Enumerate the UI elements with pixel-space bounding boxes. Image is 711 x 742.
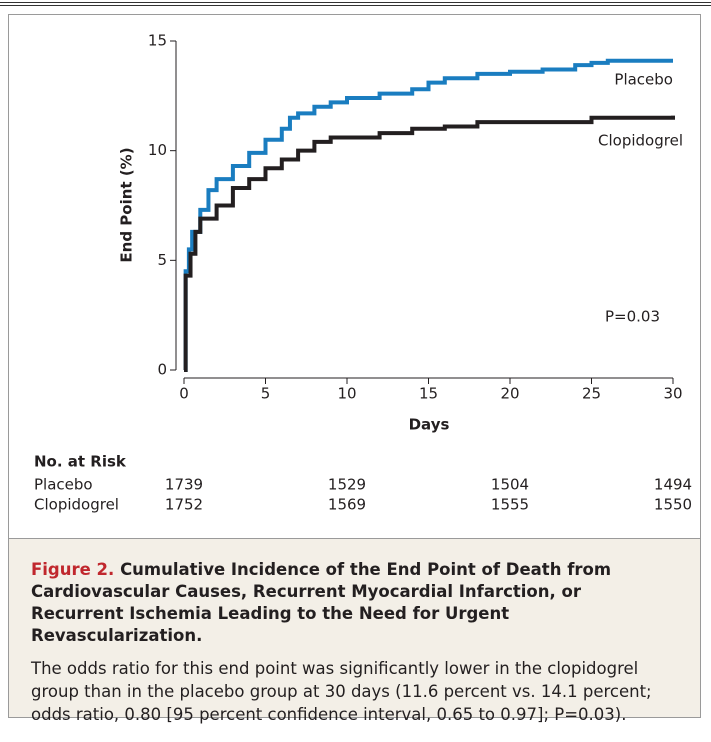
y-tick-label: 10 <box>148 141 167 159</box>
at-risk-row-name: Clopidogrel <box>34 496 119 514</box>
series-label: Placebo <box>614 71 673 89</box>
at-risk-value: 1569 <box>328 496 366 514</box>
at-risk-value: 1739 <box>165 476 203 494</box>
x-tick-label: 10 <box>337 385 356 403</box>
at-risk-title: No. at Risk <box>34 453 127 471</box>
y-tick-label: 5 <box>157 251 167 269</box>
y-tick-label: 0 <box>157 361 167 379</box>
caption-title: Cumulative Incidence of the End Point of… <box>31 560 612 645</box>
x-tick-label: 20 <box>500 385 519 403</box>
caption-text: The odds ratio for this end point was si… <box>31 659 652 724</box>
x-tick-label: 0 <box>179 385 189 403</box>
at-risk-value: 1752 <box>165 496 203 514</box>
figure-frame <box>8 14 701 718</box>
chart: End Point (%) Days P=0.03 No. at Risk 0 5… <box>34 32 692 514</box>
x-tick-label: 30 <box>663 385 682 403</box>
at-risk-row-name: Placebo <box>34 476 93 494</box>
annotation: P=0.03 <box>605 308 660 326</box>
top-rule <box>0 5 711 6</box>
at-risk-value: 1494 <box>654 476 692 494</box>
caption: Figure 2. Cumulative Incidence of the En… <box>9 538 700 724</box>
x-tick-label: 25 <box>582 385 601 403</box>
survival-curve <box>183 58 673 372</box>
caption-label: Figure 2. <box>31 560 115 579</box>
survival-curve <box>183 115 675 372</box>
at-risk-value: 1504 <box>491 476 529 494</box>
x-tick-label: 5 <box>261 385 271 403</box>
y-tick-label: 15 <box>148 32 167 50</box>
y-axis-label: End Point (%) <box>118 147 136 262</box>
caption-title-block: Figure 2. Cumulative Incidence of the En… <box>31 559 678 647</box>
at-risk-value: 1529 <box>328 476 366 494</box>
x-axis-label: Days <box>409 416 450 434</box>
at-risk-value: 1555 <box>491 496 529 514</box>
series-label: Clopidogrel <box>598 132 683 150</box>
x-tick-label: 15 <box>419 385 438 403</box>
at-risk-value: 1550 <box>654 496 692 514</box>
top-rule <box>0 2 711 3</box>
